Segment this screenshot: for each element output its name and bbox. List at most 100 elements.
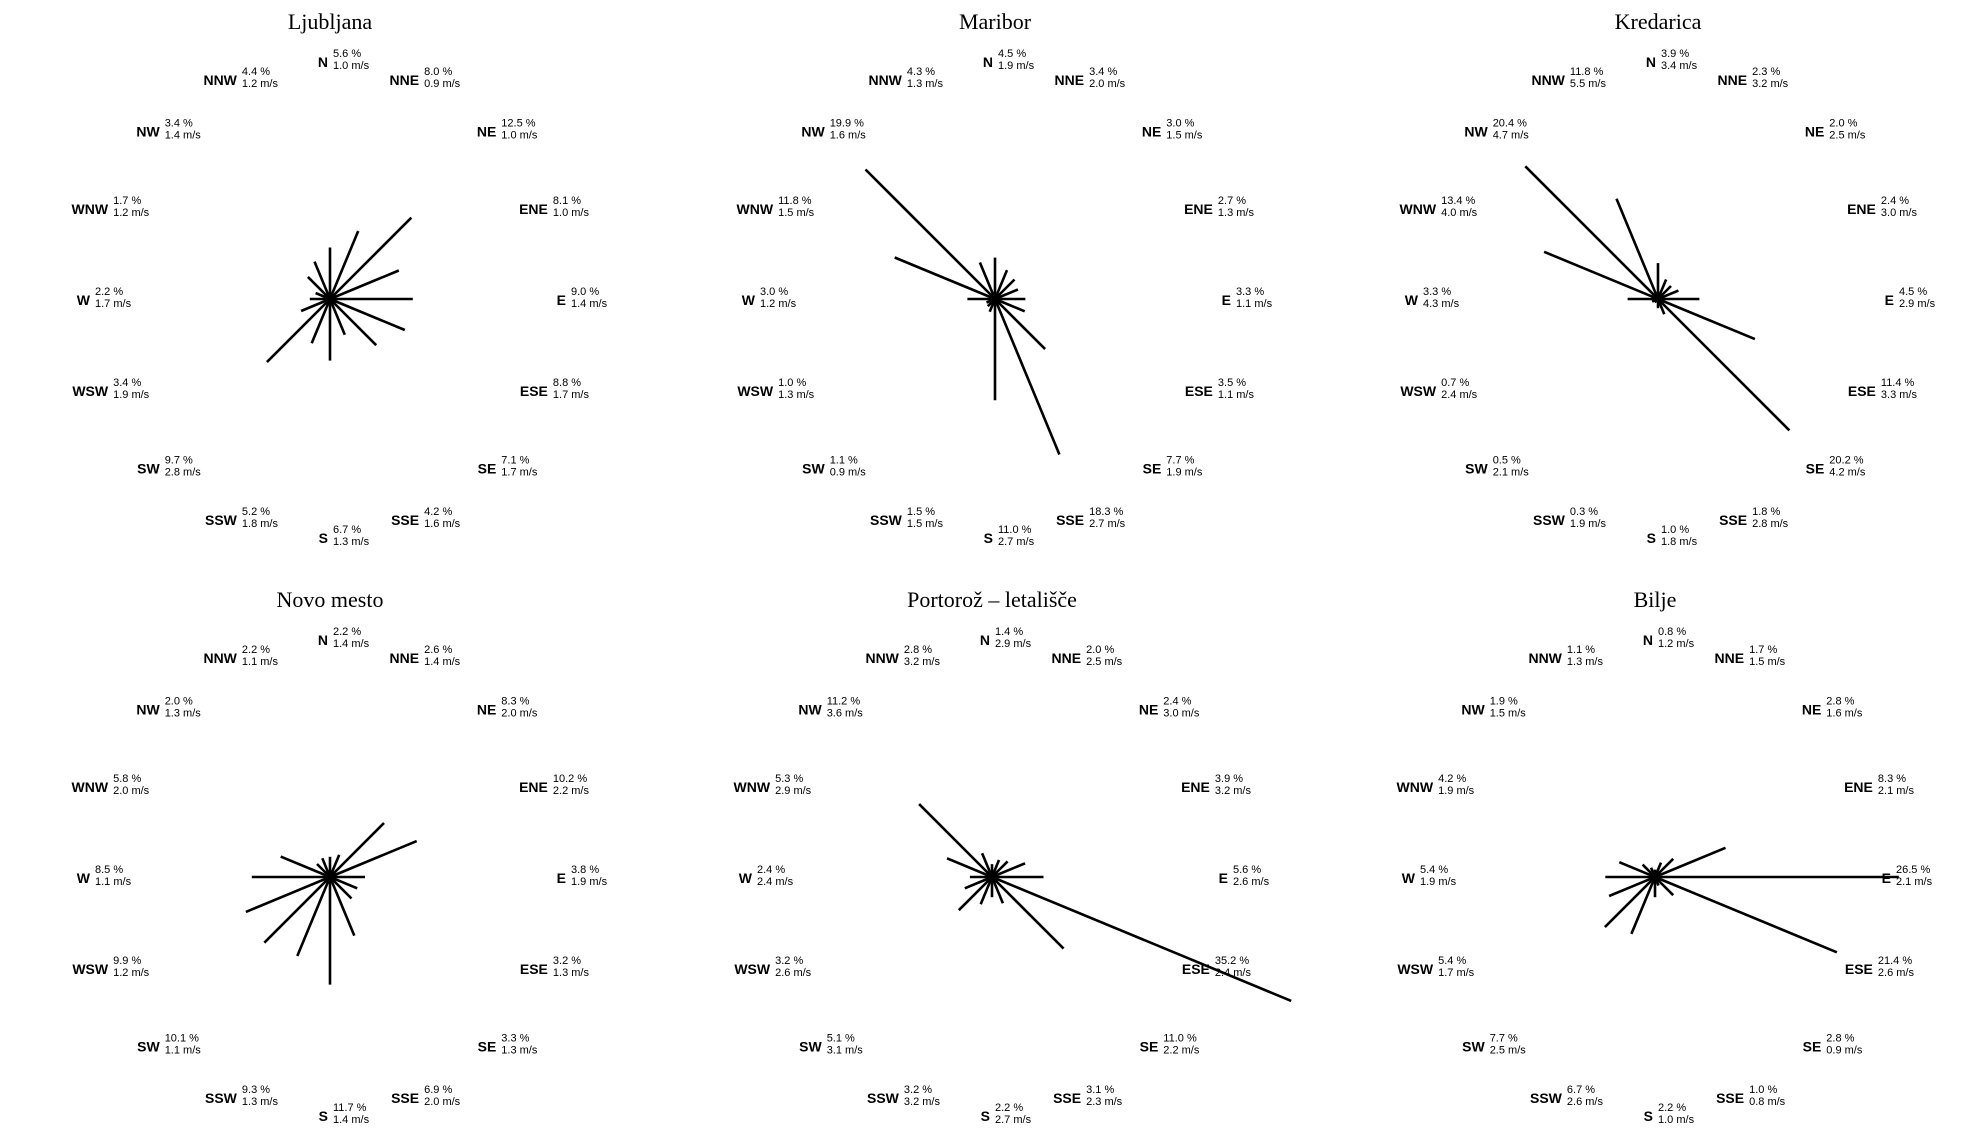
chart-title: Kredarica <box>1615 9 1702 34</box>
frequency-value: 2.2 % <box>242 644 270 656</box>
frequency-value: 10.2 % <box>553 773 587 785</box>
direction-label-ene: ENE 8.3 %2.1 m/s <box>1844 773 1914 797</box>
speed-value: 1.8 m/s <box>242 518 279 530</box>
speed-value: 1.5 m/s <box>1490 708 1527 720</box>
speed-value: 1.4 m/s <box>333 638 370 650</box>
frequency-value: 3.3 % <box>1423 286 1451 298</box>
speed-value: 1.6 m/s <box>1826 708 1863 720</box>
frequency-value: 8.3 % <box>501 696 529 708</box>
speed-value: 1.9 m/s <box>998 60 1035 72</box>
direction-label-nw: NW 3.4 %1.4 m/s <box>136 118 201 142</box>
direction-name: WSW <box>1400 383 1437 399</box>
direction-name: NNW <box>1531 72 1565 88</box>
direction-name: S <box>319 530 328 546</box>
speed-value: 3.0 m/s <box>1881 207 1918 219</box>
direction-label-nw: NW 20.4 %4.7 m/s <box>1464 118 1529 142</box>
speed-value: 1.0 m/s <box>553 207 590 219</box>
direction-name: NW <box>136 124 160 140</box>
frequency-value: 3.3 % <box>1236 286 1264 298</box>
frequency-value: 2.7 % <box>1218 195 1246 207</box>
frequency-value: 26.5 % <box>1896 864 1930 876</box>
direction-label-w: W 2.2 %1.7 m/s <box>77 286 132 310</box>
speed-value: 1.7 m/s <box>1438 967 1475 979</box>
direction-label-w: W 5.4 %1.9 m/s <box>1402 864 1457 888</box>
direction-label-se: SE 3.3 %1.3 m/s <box>478 1032 538 1056</box>
frequency-value: 5.2 % <box>242 506 270 518</box>
direction-label-w: W 3.3 %4.3 m/s <box>1405 286 1460 310</box>
wind-ray-sse <box>328 876 356 937</box>
direction-label-wnw: WNW 13.4 %4.0 m/s <box>1400 195 1478 219</box>
direction-label-nnw: NNW 4.4 %1.2 m/s <box>203 66 278 90</box>
direction-name: WSW <box>1397 961 1434 977</box>
speed-value: 4.0 m/s <box>1441 207 1478 219</box>
direction-name: SSE <box>1716 1090 1744 1106</box>
direction-name: SSW <box>205 1090 238 1106</box>
wind-ray-sse <box>990 876 1005 904</box>
direction-label-se: SE 11.0 %2.2 m/s <box>1140 1032 1200 1056</box>
direction-name: SW <box>137 1038 160 1054</box>
direction-name: ENE <box>519 201 548 217</box>
wind-ray-sse <box>993 298 1061 455</box>
wind-ray-ese <box>329 297 406 332</box>
wind-ray-nnw <box>321 857 332 878</box>
wind-ray-se <box>329 298 378 347</box>
direction-label-se: SE 2.8 %0.9 m/s <box>1803 1032 1863 1056</box>
wind-rose-kredarica: Kredarica N 3.9 %3.4 m/s NNE 2.3 %3.2 m/s NE 2… <box>1400 9 1936 548</box>
speed-value: 1.2 m/s <box>242 78 279 90</box>
direction-label-e: E 3.8 %1.9 m/s <box>557 864 608 888</box>
frequency-value: 11.7 % <box>333 1102 367 1114</box>
wind-ray-ne <box>1654 857 1675 878</box>
speed-value: 2.2 m/s <box>553 785 590 797</box>
frequency-value: 2.2 % <box>95 286 123 298</box>
direction-label-wnw: WNW 1.7 %1.2 m/s <box>72 195 150 219</box>
frequency-value: 1.5 % <box>907 506 935 518</box>
frequency-value: 4.3 % <box>907 66 935 78</box>
speed-value: 3.2 m/s <box>1752 78 1789 90</box>
direction-name: ENE <box>1847 201 1876 217</box>
chart-title: Bilje <box>1634 587 1677 612</box>
wind-ray-ssw <box>1630 876 1657 935</box>
direction-name: SE <box>1803 1038 1822 1054</box>
wind-ray-ssw <box>979 876 994 905</box>
speed-value: 2.6 m/s <box>775 967 812 979</box>
speed-value: 3.0 m/s <box>1163 708 1200 720</box>
frequency-value: 11.2 % <box>827 696 861 708</box>
speed-value: 2.4 m/s <box>1215 967 1252 979</box>
speed-value: 2.5 m/s <box>1829 130 1866 142</box>
direction-name: NNE <box>1715 650 1745 666</box>
speed-value: 1.1 m/s <box>1218 389 1255 401</box>
frequency-value: 2.0 % <box>165 696 193 708</box>
speed-value: 2.8 m/s <box>165 466 202 478</box>
wind-ray-nnw <box>1649 867 1657 878</box>
wind-ray-se <box>994 298 1047 351</box>
direction-label-ssw: SSW 6.7 %2.6 m/s <box>1530 1084 1603 1108</box>
direction-name: ESE <box>1182 961 1210 977</box>
speed-value: 5.5 m/s <box>1570 78 1607 90</box>
direction-label-nne: NNE 2.0 %2.5 m/s <box>1052 644 1123 668</box>
direction-name: SE <box>1140 1038 1159 1054</box>
speed-value: 1.7 m/s <box>95 298 132 310</box>
frequency-value: 7.7 % <box>1166 454 1194 466</box>
frequency-value: 20.2 % <box>1829 454 1863 466</box>
speed-value: 2.1 m/s <box>1493 466 1530 478</box>
frequency-value: 3.8 % <box>571 864 599 876</box>
direction-name: WNW <box>1397 779 1434 795</box>
frequency-value: 1.1 % <box>1567 644 1595 656</box>
direction-label-nnw: NNW 4.3 %1.3 m/s <box>868 66 943 90</box>
speed-value: 1.2 m/s <box>113 967 150 979</box>
wind-ray-ese <box>1657 297 1756 341</box>
direction-name: ESE <box>520 961 548 977</box>
speed-value: 2.4 m/s <box>1441 389 1478 401</box>
speed-value: 1.9 m/s <box>1166 466 1203 478</box>
direction-name: NE <box>477 702 496 718</box>
direction-label-nnw: NNW 1.1 %1.3 m/s <box>1528 644 1603 668</box>
speed-value: 1.3 m/s <box>242 1096 279 1108</box>
direction-label-sw: SW 9.7 %2.8 m/s <box>137 454 201 478</box>
direction-name: SW <box>137 460 160 476</box>
speed-value: 2.9 m/s <box>995 638 1032 650</box>
direction-name: SE <box>478 460 497 476</box>
frequency-value: 3.2 % <box>904 1084 932 1096</box>
wind-ray-ne <box>329 822 385 878</box>
direction-name: W <box>1405 292 1419 308</box>
speed-value: 2.6 m/s <box>1233 876 1270 888</box>
